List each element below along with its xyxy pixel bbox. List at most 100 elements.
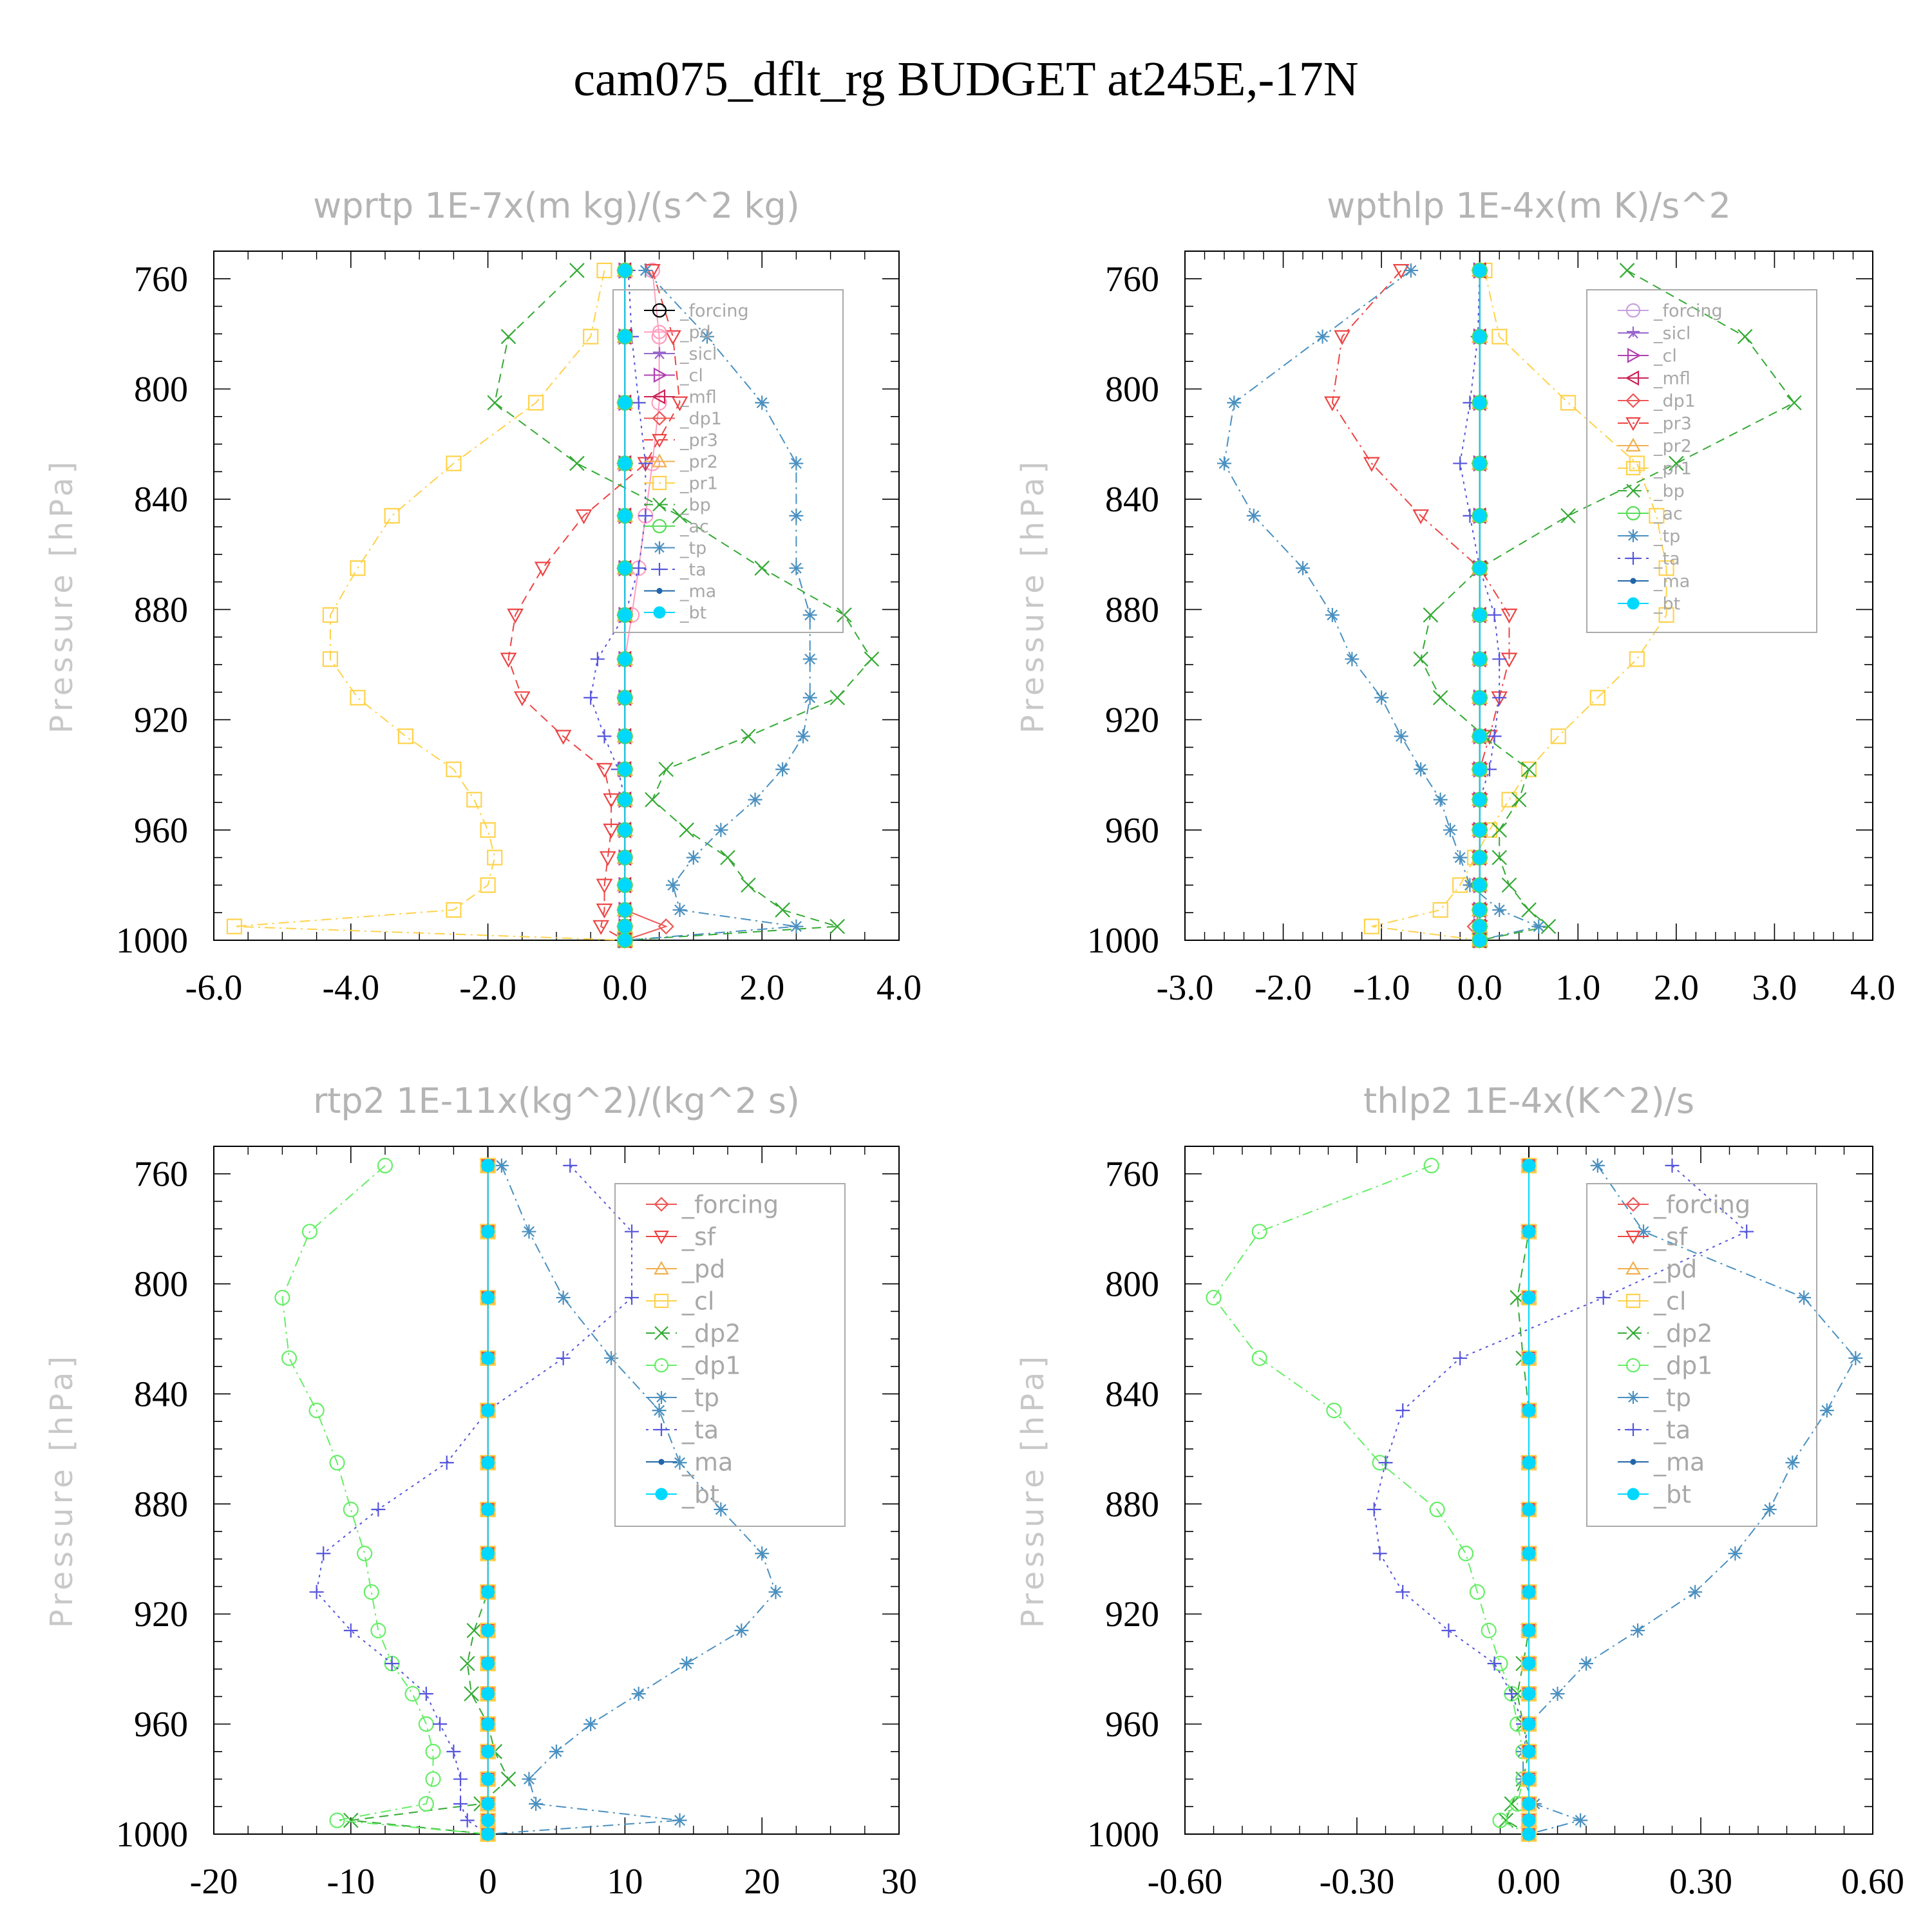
data-point [274,1289,290,1306]
legend-item: _ma [644,582,716,601]
legend-item: _forcing [1618,1191,1750,1219]
data-point [1522,1827,1536,1841]
data-point [500,1771,516,1787]
data-point [404,1686,421,1702]
y-tick-label: 800 [134,1265,188,1305]
legend-item: _bp [644,495,711,515]
data-point [1372,1546,1387,1561]
legend-item: _tp [644,538,706,558]
legend-label: _pr2 [1653,437,1692,457]
legend-label: _ac [1653,504,1683,524]
data-point [350,690,366,706]
data-point [829,690,846,706]
x-tick-label: 4.0 [876,968,922,1008]
legend-label: _ta [679,560,706,580]
data-point [1481,1622,1497,1638]
data-point [1665,1158,1680,1173]
data-point [1378,1455,1393,1470]
data-point [226,918,243,934]
data-point [1363,457,1380,472]
legend-item: _cl [644,366,703,386]
data-point [1473,608,1487,622]
data-point [1501,877,1517,893]
legend-label: _bt [1653,1481,1691,1509]
data-point [480,822,496,838]
data-point [1501,609,1518,624]
data-point [596,262,612,279]
legend-label: _forcing [679,301,749,321]
legend-item: _ma [1618,1448,1705,1477]
data-point [350,560,366,576]
legend-item: _mfl [1618,369,1690,389]
legend-label: _tp [1653,1384,1691,1412]
data-point [1630,578,1636,584]
panel-title: thlp2 1E-4x(K^2)/s [1363,1081,1694,1121]
x-tick-label: 3.0 [1752,968,1797,1008]
data-point [596,878,613,894]
data-point [829,918,846,934]
y-tick-label: 920 [1105,701,1159,741]
y-tick-label: 760 [134,260,188,299]
legend-item: _tp [1618,527,1680,547]
data-point [654,1293,669,1309]
data-point [1625,417,1641,431]
data-point [618,608,632,622]
data-point [1453,850,1468,865]
series-dp2 [1498,1158,1537,1842]
x-tick-label: -1.0 [1353,968,1410,1008]
data-point [356,1546,373,1562]
y-tick-label: 760 [134,1155,188,1195]
legend-item: _dp1 [646,1352,741,1380]
legend-item: _ma [646,1448,733,1477]
legend-item: _bt [646,1481,719,1509]
data-point [1453,1350,1468,1365]
data-point [439,1455,454,1470]
series-bt [618,263,632,947]
data-point [1522,1772,1536,1786]
data-point [1550,728,1566,744]
legend-item: _pr3 [644,431,718,451]
data-point [658,761,674,777]
y-tick-label: 760 [1105,1155,1159,1195]
legend-item: _pd [1618,1255,1697,1283]
data-point [1492,1812,1508,1828]
data-point [1658,560,1674,576]
legend-label: _bt [1653,594,1680,614]
data-point [1521,902,1537,918]
data-point [672,508,688,524]
data-point [1501,791,1517,808]
y-axis-label: Pressure [hPa] [1015,1352,1051,1628]
y-tick-label: 800 [134,370,188,410]
data-point [1251,1350,1267,1367]
data-point [1520,761,1537,777]
legend-item: _pd [646,1255,725,1283]
series-mfl [1471,262,1486,949]
legend-item: _bt [1618,594,1680,614]
x-tick-label: -20 [190,1862,238,1902]
legend-label: _ac [679,517,709,537]
data-point [1412,509,1430,525]
data-point [618,509,632,523]
data-point [529,1797,544,1812]
data-point [1522,1656,1536,1671]
data-point [789,508,804,523]
y-tick-label: 880 [134,590,188,630]
legend-item: _forcing [1618,301,1723,321]
data-point [654,1326,668,1340]
data-point [755,395,770,410]
data-point [556,1290,571,1305]
series-line [507,270,681,941]
legend-item: _dp2 [646,1320,741,1348]
data-point [631,395,646,410]
legend-item: _sf [1618,1223,1689,1251]
data-point [1473,457,1487,471]
data-point [1560,508,1576,524]
legend-label: _ma [679,582,716,601]
data-point [481,1159,495,1173]
data-point [1473,933,1487,947]
data-point [645,791,660,808]
y-tick-label: 800 [1105,370,1159,410]
data-point [665,878,680,893]
data-point [1797,1290,1812,1305]
data-point [618,903,632,917]
